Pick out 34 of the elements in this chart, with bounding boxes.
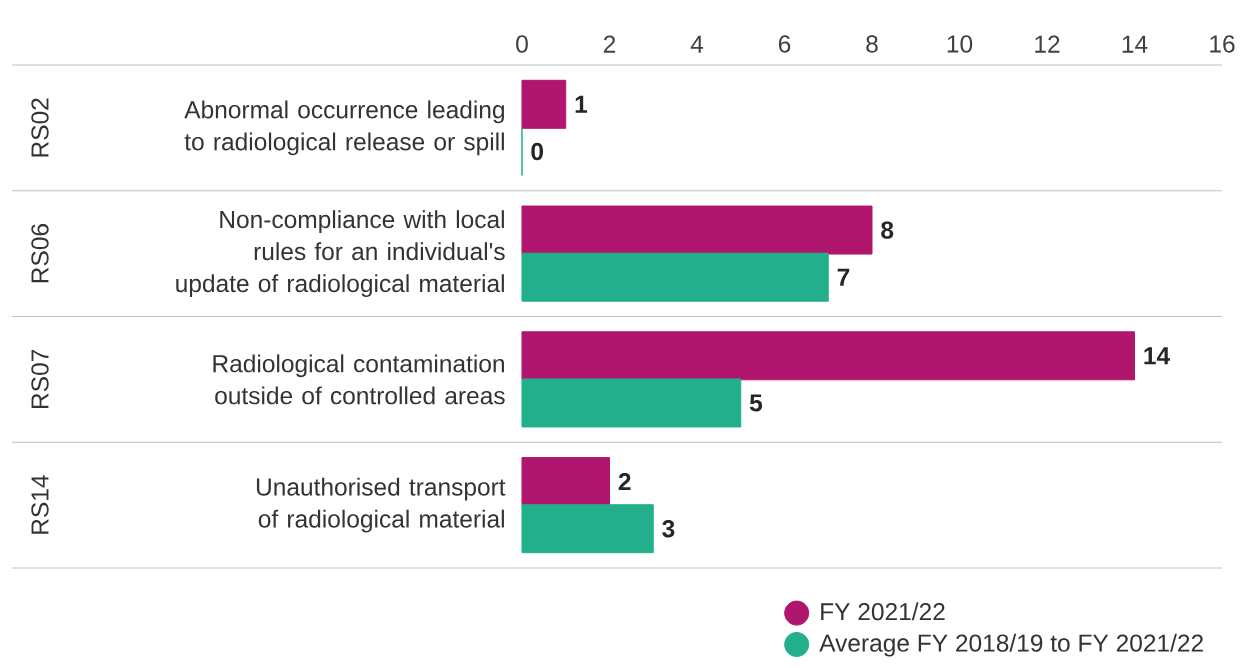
bar	[521, 457, 610, 507]
x-tick-label: 8	[866, 35, 878, 53]
data-label: 14	[1144, 347, 1170, 365]
x-tick-label: 6	[778, 35, 791, 53]
text: RS07	[31, 349, 49, 409]
legend-label: FY 2021/22	[821, 602, 945, 621]
y-tick-label: Abnormal occurrence leading to radiological release or spill	[184, 100, 504, 156]
text: RS02	[31, 98, 49, 157]
y-tick-label: Unauthorised transport of radiological material	[256, 477, 506, 533]
data-label: 0	[531, 142, 543, 161]
bar	[521, 252, 829, 302]
data-label: 5	[749, 394, 763, 412]
bar	[521, 331, 1136, 381]
data-label: 8	[881, 221, 894, 239]
x-tick-label: 12	[1035, 35, 1060, 53]
bar	[521, 378, 742, 428]
data-label: 7	[837, 268, 850, 286]
x-tick-label: 2	[603, 35, 616, 53]
data-label: 2	[618, 473, 631, 491]
text: RS14	[31, 475, 49, 534]
x-tick-label: 10	[947, 35, 973, 53]
y-tick-label: Radiological contamination outside of controlled areas	[213, 354, 505, 405]
bar	[521, 205, 873, 255]
legend-label: Average FY 2018/19 to FY 2021/22	[819, 633, 1203, 657]
x-tick-label: 14	[1122, 35, 1148, 53]
y-tick-label: Non-compliance with local rules for an individual's update of radiological material	[176, 210, 505, 298]
text: RS06	[31, 224, 49, 283]
x-tick-label: 16	[1210, 35, 1235, 53]
x-tick-label: 0	[516, 35, 528, 53]
bar	[521, 79, 567, 129]
bar	[521, 504, 654, 554]
data-label: 1	[575, 95, 588, 113]
x-tick-label: 4	[690, 35, 704, 53]
data-label: 3	[662, 520, 675, 538]
